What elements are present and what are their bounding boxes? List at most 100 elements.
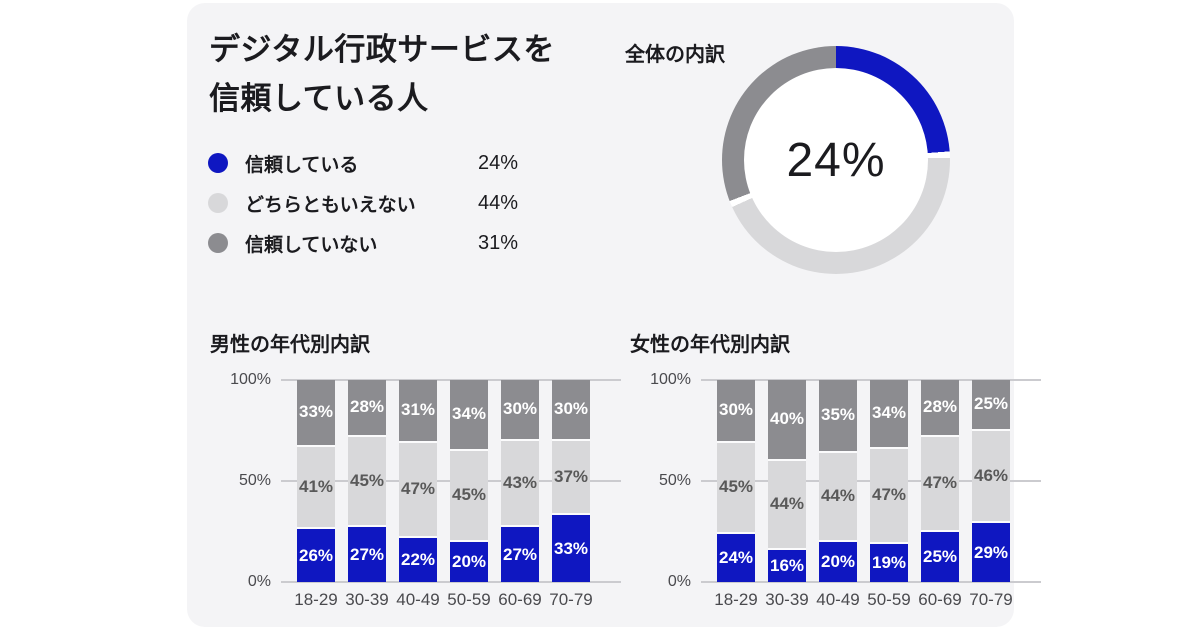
segment-neutral: 47% [399, 442, 437, 538]
segment-trust: 25% [921, 531, 959, 582]
x-axis-category-label: 40-49 [816, 590, 860, 609]
stacked-bar-18-29: 24% 45% 30% 18-29 [714, 380, 758, 609]
stacked-bar-40-49: 20% 44% 35% 40-49 [816, 380, 860, 609]
segment-trust: 27% [348, 527, 386, 582]
segment-neutral: 45% [450, 450, 488, 542]
segment-trust: 24% [717, 533, 755, 582]
segment-distrust: 31% [399, 380, 437, 443]
stacked-bar-60-69: 25% 47% 28% 60-69 [918, 380, 962, 609]
segment-distrust: 33% [297, 380, 335, 447]
segment-neutral: 44% [768, 460, 806, 550]
female-chart-title: 女性の年代別内訳 [630, 334, 790, 356]
x-axis-category-label: 50-59 [447, 590, 491, 609]
segment-trust: 20% [450, 541, 488, 582]
x-axis-category-label: 30-39 [345, 590, 389, 609]
legend-item-distrust: 信頼していない 31% [208, 223, 568, 263]
infographic-card: デジタル行政サービスを 信頼している人 信頼している 24% どちらともいえない… [187, 3, 1041, 627]
y-axis-tick-label: 0% [667, 573, 691, 590]
segment-trust: 22% [399, 537, 437, 582]
y-axis-tick-label: 50% [238, 472, 271, 489]
legend-value: 24% [478, 151, 519, 174]
bars-group: 24% 45% 30% 18-29 16% 44% 40% 30-39 20% 44% 35% 40-… [714, 380, 1013, 609]
segment-distrust: 34% [450, 380, 488, 451]
stacked-bar-70-79: 33% 37% 30% 70-79 [549, 380, 593, 609]
gridline-100 [281, 379, 621, 381]
x-axis-category-label: 70-79 [969, 590, 1013, 609]
stacked-bar-60-69: 27% 43% 30% 60-69 [498, 380, 542, 609]
x-axis-category-label: 18-29 [714, 590, 758, 609]
segment-neutral: 37% [552, 440, 590, 516]
segment-neutral: 45% [717, 442, 755, 534]
x-axis-category-label: 50-59 [867, 590, 911, 609]
donut-chart: 24% [722, 46, 950, 274]
stacked-bar-50-59: 20% 45% 34% 50-59 [447, 380, 491, 609]
legend-item-neutral: どちらともいえない 44% [208, 183, 568, 223]
page-title: デジタル行政サービスを 信頼している人 [209, 25, 555, 123]
segment-distrust: 34% [870, 380, 908, 449]
legend-label: 信頼していない [245, 234, 378, 256]
segment-trust: 33% [552, 515, 590, 582]
stacked-bar-70-79: 29% 46% 25% 70-79 [969, 380, 1013, 609]
stacked-bar-50-59: 19% 47% 34% 50-59 [867, 380, 911, 609]
y-axis-tick-label: 100% [230, 371, 271, 388]
stacked-bar-40-49: 22% 47% 31% 40-49 [396, 380, 440, 609]
segment-trust: 16% [768, 549, 806, 582]
x-axis-category-label: 70-79 [549, 590, 593, 609]
gridline-0 [701, 581, 1041, 583]
segment-distrust: 30% [501, 380, 539, 441]
segment-neutral: 43% [501, 440, 539, 528]
y-axis-tick-label: 0% [247, 573, 271, 590]
y-axis-tick-label: 50% [658, 472, 691, 489]
segment-distrust: 30% [717, 380, 755, 443]
segment-trust: 27% [501, 527, 539, 582]
x-axis-category-label: 60-69 [918, 590, 962, 609]
segment-neutral: 47% [870, 448, 908, 544]
stacked-bar-18-29: 26% 41% 33% 18-29 [294, 380, 338, 609]
segment-distrust: 28% [921, 380, 959, 437]
x-axis-category-label: 40-49 [396, 590, 440, 609]
segment-trust: 19% [870, 543, 908, 582]
gridline-0 [281, 581, 621, 583]
legend: 信頼している 24% どちらともいえない 44% 信頼していない 31% [208, 143, 568, 263]
y-axis-tick-label: 100% [650, 371, 691, 388]
x-axis-category-label: 60-69 [498, 590, 542, 609]
segment-trust: 29% [972, 523, 1010, 582]
segment-neutral: 41% [297, 446, 335, 530]
segment-neutral: 44% [819, 452, 857, 542]
legend-label: どちらともいえない [245, 194, 416, 216]
stacked-bar-30-39: 16% 44% 40% 30-39 [765, 380, 809, 609]
segment-trust: 26% [297, 529, 335, 582]
donut-center-value: 24% [786, 133, 886, 187]
x-axis-category-label: 30-39 [765, 590, 809, 609]
neutral-color-dot-icon [208, 193, 228, 213]
legend-value: 31% [478, 231, 519, 254]
donut-hole: 24% [744, 68, 928, 252]
legend-value: 44% [478, 191, 519, 214]
male-chart-title: 男性の年代別内訳 [210, 334, 370, 356]
x-axis-category-label: 18-29 [294, 590, 338, 609]
segment-neutral: 47% [921, 436, 959, 532]
bars-group: 26% 41% 33% 18-29 27% 45% 28% 30-39 22% 47% 31% 40-… [294, 380, 593, 609]
segment-distrust: 30% [552, 380, 590, 441]
page-title-line1: デジタル行政サービスを [209, 32, 555, 67]
page-title-line2: 信頼している人 [209, 81, 429, 116]
stacked-bar-30-39: 27% 45% 28% 30-39 [345, 380, 389, 609]
segment-trust: 20% [819, 541, 857, 582]
distrust-color-dot-icon [208, 233, 228, 253]
gridline-100 [701, 379, 1041, 381]
female-chart-plot: 0% 50% 100% 24% 45% 30% 18-29 16% 44% 40% 30-39 20%… [650, 371, 1041, 609]
trust-color-dot-icon [208, 153, 228, 173]
donut-chart-title: 全体の内訳 [625, 44, 725, 66]
segment-neutral: 46% [972, 430, 1010, 524]
male-chart-plot: 0% 50% 100% 26% 41% 33% 18-29 27% 45% 28% 30-39 22%… [230, 371, 621, 609]
segment-distrust: 25% [972, 380, 1010, 431]
legend-item-trust: 信頼している 24% [208, 143, 568, 183]
segment-distrust: 28% [348, 380, 386, 437]
segment-distrust: 35% [819, 380, 857, 453]
legend-label: 信頼している [245, 154, 359, 176]
male-age-breakdown-chart: 男性の年代別内訳 0% 50% 100% 26% 41% 33% 18-29 27% 45% 28… [210, 328, 621, 618]
segment-distrust: 40% [768, 380, 806, 461]
segment-neutral: 45% [348, 436, 386, 528]
female-age-breakdown-chart: 女性の年代別内訳 0% 50% 100% 24% 45% 30% 18-29 16% 44% 40… [630, 328, 1041, 618]
